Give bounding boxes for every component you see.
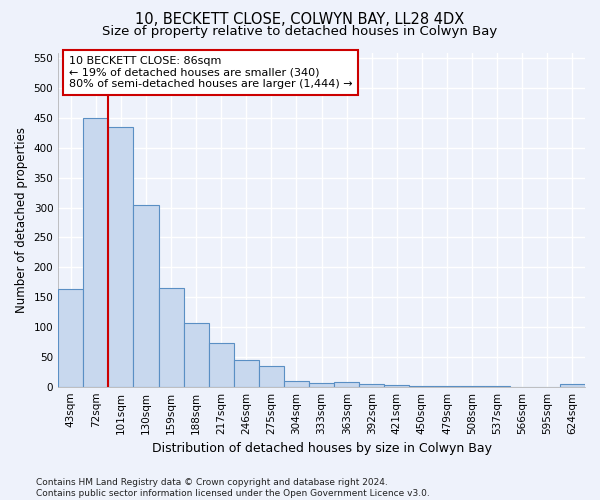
Bar [284,382,309,386]
Bar [560,384,585,386]
Bar [58,290,83,386]
Bar [209,343,234,386]
Text: Size of property relative to detached houses in Colwyn Bay: Size of property relative to detached ho… [103,25,497,38]
Bar [259,366,284,386]
Y-axis label: Number of detached properties: Number of detached properties [15,126,28,312]
Bar [234,360,259,386]
Bar [83,118,109,386]
Text: 10, BECKETT CLOSE, COLWYN BAY, LL28 4DX: 10, BECKETT CLOSE, COLWYN BAY, LL28 4DX [136,12,464,28]
Bar [309,382,334,386]
Bar [133,204,158,386]
X-axis label: Distribution of detached houses by size in Colwyn Bay: Distribution of detached houses by size … [152,442,491,455]
Bar [359,384,385,386]
Text: Contains HM Land Registry data © Crown copyright and database right 2024.
Contai: Contains HM Land Registry data © Crown c… [36,478,430,498]
Text: 10 BECKETT CLOSE: 86sqm
← 19% of detached houses are smaller (340)
80% of semi-d: 10 BECKETT CLOSE: 86sqm ← 19% of detache… [69,56,352,89]
Bar [184,323,209,386]
Bar [334,382,359,386]
Bar [109,127,133,386]
Bar [158,288,184,386]
